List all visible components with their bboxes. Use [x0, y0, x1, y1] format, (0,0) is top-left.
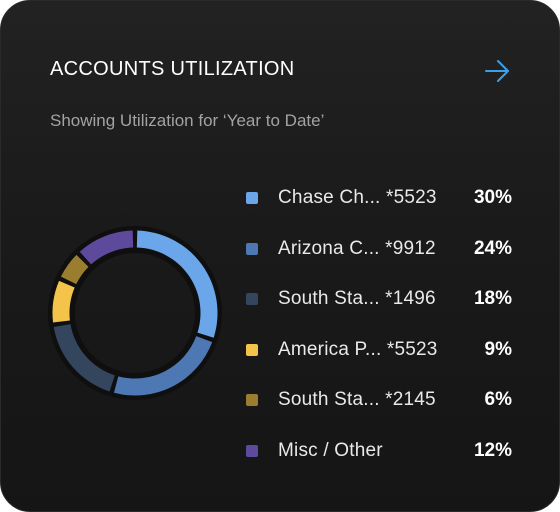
legend-percentage: 12%	[473, 439, 512, 461]
donut-slice	[79, 230, 134, 265]
chart-legend: Chase Ch... *5523 30% Arizona C... *9912 24…	[246, 173, 516, 476]
legend-item: Arizona C... *9912 24%	[246, 224, 516, 275]
legend-label: America P... *5523	[278, 338, 438, 360]
donut-slice	[60, 254, 89, 285]
legend-swatch	[246, 242, 258, 255]
legend-percentage: 9%	[484, 338, 512, 360]
donut-slice	[53, 324, 115, 392]
legend-item: Misc / Other 12%	[246, 426, 516, 477]
legend-swatch	[246, 192, 258, 205]
donut-slice	[113, 336, 213, 396]
legend-label: Chase Ch... *5523	[278, 187, 437, 209]
legend-swatch	[246, 394, 258, 407]
legend-item: America P... *5523 9%	[246, 325, 516, 376]
legend-percentage: 24%	[473, 237, 512, 259]
legend-percentage: 30%	[473, 187, 512, 209]
legend-label: South Sta... *2145	[278, 389, 436, 411]
donut-slice	[136, 230, 218, 338]
legend-label: Arizona C... *9912	[278, 237, 436, 259]
legend-label: South Sta... *1496	[278, 288, 436, 310]
card-title: ACCOUNTS UTILIZATION	[50, 58, 295, 80]
legend-item: South Sta... *1496 18%	[246, 274, 516, 325]
legend-item: South Sta... *2145 6%	[246, 375, 516, 426]
donut-slice	[52, 280, 75, 323]
card-subtitle: Showing Utilization for ‘Year to Date’	[50, 111, 325, 130]
legend-swatch	[246, 444, 258, 457]
legend-swatch	[246, 343, 258, 356]
legend-label: Misc / Other	[278, 439, 383, 461]
legend-item: Chase Ch... *5523 30%	[246, 173, 516, 224]
legend-percentage: 6%	[484, 389, 512, 411]
legend-swatch	[246, 293, 258, 306]
legend-percentage: 18%	[473, 288, 512, 310]
arrow-right-icon[interactable]	[482, 57, 512, 85]
donut-chart	[48, 226, 222, 400]
